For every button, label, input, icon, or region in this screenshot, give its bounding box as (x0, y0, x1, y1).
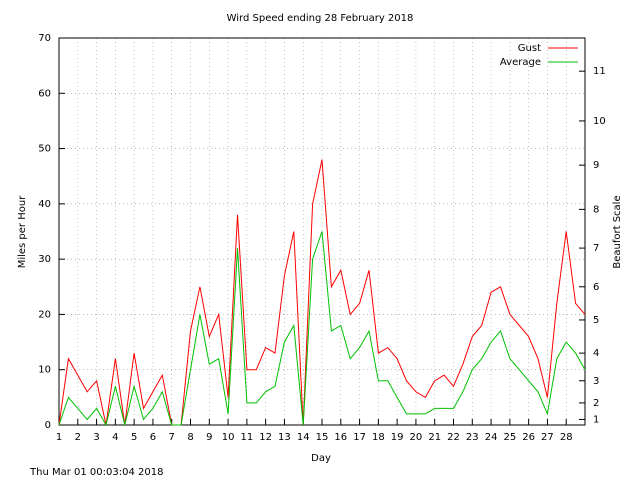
x-tick-label: 4 (112, 432, 118, 443)
y2-tick-label: 7 (593, 243, 599, 254)
series-line (58, 231, 586, 427)
y2-tick-label: 10 (593, 116, 606, 127)
x-tick-label: 3 (93, 432, 99, 443)
x-tick-label: 26 (522, 432, 535, 443)
x-tick-label: 21 (428, 432, 441, 443)
x-tick-label: 18 (372, 432, 385, 443)
x-tick-label: 20 (410, 432, 423, 443)
y2-tick-label: 11 (593, 66, 606, 77)
y2-tick-label: 1 (593, 414, 599, 425)
y-tick-label: 60 (38, 88, 51, 99)
y2-axis-label: Beaufort Scale (612, 195, 623, 268)
y2-tick-label: 6 (593, 282, 599, 293)
y-tick-label: 70 (38, 33, 51, 44)
x-tick-label: 23 (466, 432, 479, 443)
x-tick-label: 25 (503, 432, 516, 443)
legend-label: Average (500, 57, 541, 68)
y-tick-label: 50 (38, 144, 51, 155)
x-tick-label: 5 (131, 432, 137, 443)
x-tick-label: 1 (56, 432, 62, 443)
x-tick-label: 10 (222, 432, 235, 443)
y2-tick-label: 4 (593, 348, 599, 359)
y2-tick-label: 8 (593, 204, 599, 215)
x-tick-label: 8 (187, 432, 193, 443)
x-axis-label: Day (311, 453, 331, 464)
x-tick-label: 15 (316, 432, 329, 443)
x-tick-label: 2 (75, 432, 81, 443)
y-tick-label: 10 (38, 365, 51, 376)
y-axis-label: Miles per Hour (17, 195, 28, 268)
x-tick-label: 28 (560, 432, 573, 443)
x-tick-label: 12 (259, 432, 272, 443)
y-tick-label: 30 (38, 254, 51, 265)
y2-tick-label: 9 (593, 160, 599, 171)
y-tick-label: 40 (38, 199, 51, 210)
y2-tick-label: 2 (593, 398, 599, 409)
x-tick-label: 19 (391, 432, 404, 443)
y2-tick-label: 3 (593, 376, 599, 387)
chart-title: Wird Speed ending 28 February 2018 (227, 13, 414, 24)
x-tick-label: 24 (485, 432, 498, 443)
x-tick-label: 11 (240, 432, 253, 443)
x-tick-label: 7 (169, 432, 175, 443)
x-tick-label: 14 (297, 432, 310, 443)
legend-label: Gust (518, 43, 541, 54)
x-tick-label: 9 (206, 432, 212, 443)
y-tick-label: 0 (45, 420, 51, 431)
x-tick-label: 16 (334, 432, 347, 443)
plot-border (58, 37, 586, 426)
x-tick-label: 6 (150, 432, 156, 443)
x-tick-label: 27 (541, 432, 554, 443)
x-tick-label: 17 (353, 432, 366, 443)
y-tick-label: 20 (38, 309, 51, 320)
x-tick-label: 22 (447, 432, 460, 443)
series-line (58, 159, 586, 426)
footer: Thu Mar 01 00:03:04 2018 (29, 467, 163, 478)
x-tick-label: 13 (278, 432, 291, 443)
y2-tick-label: 5 (593, 315, 599, 326)
